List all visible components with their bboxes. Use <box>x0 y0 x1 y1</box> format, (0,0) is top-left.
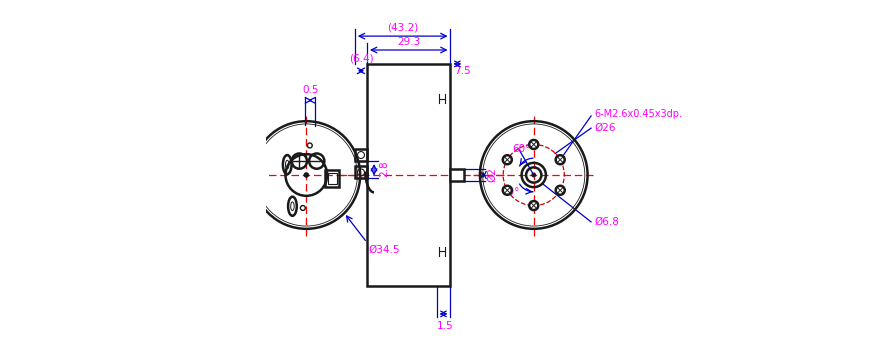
Text: 1.5: 1.5 <box>436 321 453 331</box>
Text: Ø26: Ø26 <box>595 123 616 133</box>
Circle shape <box>555 186 565 195</box>
Circle shape <box>532 173 536 177</box>
Circle shape <box>529 140 539 149</box>
Bar <box>451 169 465 181</box>
Text: 0.5: 0.5 <box>303 85 319 95</box>
Text: 29.3: 29.3 <box>397 36 421 47</box>
Circle shape <box>304 173 308 177</box>
Text: 60°: 60° <box>502 187 520 197</box>
Bar <box>367 64 451 286</box>
Text: (6.4): (6.4) <box>348 54 373 64</box>
Bar <box>355 166 367 178</box>
Circle shape <box>555 155 565 164</box>
Text: (43.2): (43.2) <box>387 23 418 33</box>
Text: Ø6.8: Ø6.8 <box>595 217 620 227</box>
Bar <box>326 170 340 187</box>
Circle shape <box>529 201 539 210</box>
Circle shape <box>502 155 512 164</box>
Text: 7.5: 7.5 <box>454 66 471 76</box>
Text: Ø34.5: Ø34.5 <box>369 244 400 254</box>
Text: 2.8: 2.8 <box>379 160 389 177</box>
Text: 60°: 60° <box>512 144 531 154</box>
Circle shape <box>502 186 512 195</box>
Bar <box>328 173 336 184</box>
Bar <box>355 149 367 161</box>
Text: Ø2: Ø2 <box>488 168 497 182</box>
Text: 6-M2.6x0.45x3dp.: 6-M2.6x0.45x3dp. <box>595 109 683 119</box>
